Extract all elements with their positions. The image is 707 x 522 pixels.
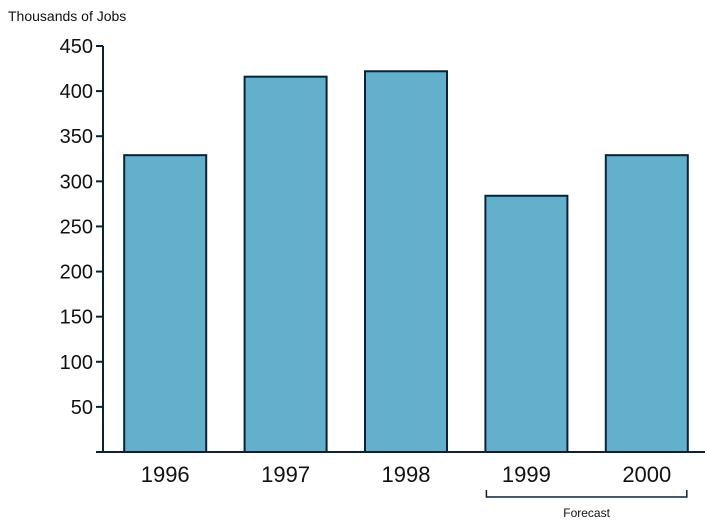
bar-1998 <box>364 70 448 453</box>
y-tick-label: 200 <box>60 262 93 284</box>
y-axis-ticks: 50 100 150 200 250 300 350 400 450 <box>60 36 103 419</box>
y-tick-label: 150 <box>60 307 93 329</box>
bar-1999 <box>484 194 569 453</box>
y-tick-label: 350 <box>60 126 93 148</box>
x-tick-label: 1997 <box>261 462 310 487</box>
x-tick-label: 1998 <box>382 462 431 487</box>
annotations: Forecast <box>485 490 688 520</box>
y-tick-label: 450 <box>60 36 93 58</box>
y-tick-label: 100 <box>60 352 93 374</box>
bars <box>123 70 689 453</box>
forecast-bracket <box>485 490 688 498</box>
bar-2000 <box>604 154 689 453</box>
y-tick-label: 400 <box>60 81 93 103</box>
y-axis-label: Thousands of Jobs <box>8 8 126 24</box>
y-tick-label: 250 <box>60 216 93 238</box>
y-tick-label: 50 <box>71 397 93 419</box>
bar-1997 <box>243 75 328 453</box>
x-tick-label: 1999 <box>502 462 551 487</box>
bar-1996 <box>123 154 208 453</box>
x-axis-ticks: 1996 1997 1998 1999 2000 <box>141 462 672 487</box>
y-tick-label: 300 <box>60 171 93 193</box>
x-tick-label: 2000 <box>622 462 671 487</box>
x-tick-label: 1996 <box>141 462 190 487</box>
forecast-label: Forecast <box>563 506 610 520</box>
